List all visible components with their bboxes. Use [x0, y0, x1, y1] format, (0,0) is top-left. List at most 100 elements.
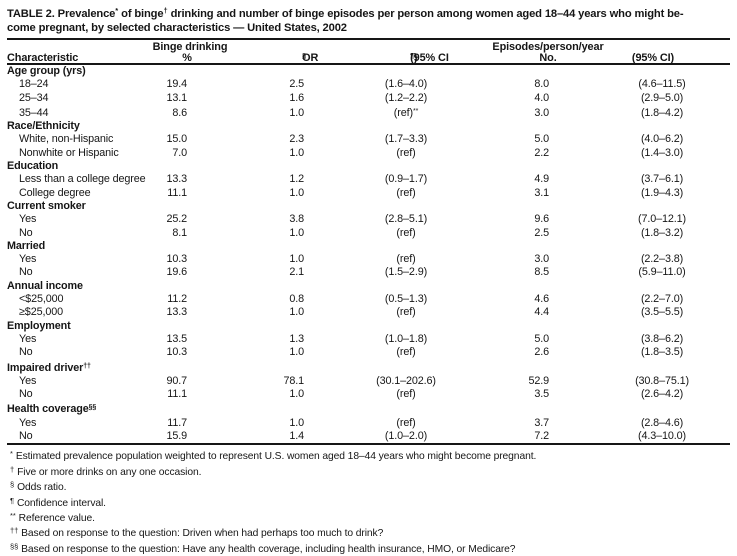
section-row: Race/Ethnicity: [7, 120, 730, 133]
cell-episodes-ci-text: (2.2–7.0): [640, 293, 684, 306]
cell-binge-ci: (30.1–202.6): [308, 375, 504, 388]
row-label-text: Less than a college degree: [19, 173, 146, 186]
table-row: Nonwhite or Hispanic 7.0 1.0 (ref) 2.2 (1.4–3…: [7, 147, 730, 160]
table-row: No 11.1 1.0 (ref) 3.5 (2.6–4.2): [7, 388, 730, 401]
cell-episodes-number: 5.0: [504, 333, 552, 346]
ci-label-close: ): [413, 51, 418, 64]
row-label: Age group (yrs): [7, 65, 730, 78]
row-label-text: <$25,000: [19, 293, 64, 306]
cell-episodes-number-text: 4.6: [534, 293, 549, 306]
cell-binge-ci: (ref): [308, 306, 504, 319]
title-text: drinking and number of binge episodes pe…: [167, 8, 684, 20]
cell-binge-percent: 25.2: [147, 213, 192, 226]
cell-binge-percent: 10.3: [147, 253, 192, 266]
footnote: § Odds ratio.: [7, 479, 730, 494]
cell-episodes-ci: (4.0–6.2): [552, 133, 730, 146]
cell-odds-ratio-text: 0.8: [289, 293, 304, 306]
cell-binge-percent: 11.1: [147, 187, 192, 200]
cell-odds-ratio: 1.0: [192, 253, 308, 266]
table-title-line2: come pregnant, by selected characteristi…: [7, 21, 347, 34]
row-label: Married: [7, 240, 730, 253]
row-label: Employment: [7, 320, 730, 333]
table-body: Age group (yrs) 18–24 19.4 2.5 (1.6–4.0) 8.0 (…: [7, 65, 730, 443]
table-title-line1: TABLE 2. Prevalence* of binge† drinking …: [7, 4, 730, 22]
cell-episodes-ci-text: (2.9–5.0): [640, 91, 684, 104]
cell-binge-ci-text: (ref): [396, 388, 416, 401]
cell-episodes-number-text: 8.0: [534, 78, 549, 91]
cell-episodes-number: 8.5: [504, 266, 552, 279]
row-label: ≥$25,000: [7, 306, 147, 319]
cell-episodes-ci-text: (4.6–11.5): [638, 78, 686, 91]
cell-binge-ci-text: (ref): [396, 306, 416, 319]
footnote-text: Estimated prevalence population weighted…: [15, 451, 537, 463]
table-row: White, non-Hispanic 15.0 2.3 (1.7–3.3) 5.0 (4…: [7, 133, 730, 146]
row-label-text: Yes: [19, 416, 37, 429]
cell-binge-percent: 7.0: [147, 147, 192, 160]
cell-binge-ci-text: (ref): [396, 346, 416, 359]
cell-episodes-number: 9.6: [504, 213, 552, 226]
footnote-marker: §: [10, 480, 15, 490]
cell-episodes-number: 2.5: [504, 227, 552, 240]
cell-odds-ratio: 2.3: [192, 133, 308, 146]
cell-odds-ratio: 1.6: [192, 92, 308, 105]
cell-binge-ci: (ref): [308, 253, 504, 266]
row-label: Yes: [7, 375, 147, 388]
cell-episodes-ci: (2.9–5.0): [552, 92, 730, 105]
footnote-marker: **: [10, 510, 16, 520]
section-row: Impaired driver††: [7, 360, 730, 375]
cell-episodes-number: 5.0: [504, 133, 552, 146]
footnote-marker: ††: [83, 362, 91, 370]
row-label: Yes: [7, 417, 147, 430]
cell-binge-ci-text: (ref): [396, 253, 416, 266]
cell-binge-ci-text: (0.5–1.3): [384, 293, 428, 306]
cell-odds-ratio: 1.0: [192, 147, 308, 160]
column-header-episodes-ci: (95% CI): [631, 51, 675, 64]
row-label-text: 25–34: [19, 91, 49, 104]
table-row: <$25,000 11.2 0.8 (0.5–1.3) 4.6 (2.2–7.0): [7, 293, 730, 306]
cell-binge-percent-text: 7.0: [172, 146, 187, 159]
cell-binge-ci: (1.5–2.9): [308, 266, 504, 279]
table-title: TABLE 2. Prevalence* of binge† drinking …: [7, 4, 730, 35]
cell-binge-percent-text: 19.4: [166, 78, 187, 91]
cell-episodes-number: 4.9: [504, 173, 552, 186]
cell-episodes-number-text: 7.2: [534, 430, 549, 443]
cell-episodes-number: 7.2: [504, 430, 552, 443]
cell-odds-ratio-text: 1.0: [289, 186, 304, 199]
cell-episodes-number-text: 3.1: [534, 186, 549, 199]
row-label-text: Employment: [7, 319, 71, 332]
cell-odds-ratio: 1.2: [192, 173, 308, 186]
cell-episodes-ci: (1.9–4.3): [552, 187, 730, 200]
table-row: ≥$25,000 13.3 1.0 (ref) 4.4 (3.5–5.5): [7, 306, 730, 319]
cell-binge-percent-text: 13.1: [166, 91, 187, 104]
cell-binge-ci-text: (ref): [396, 416, 416, 429]
column-group-episodes: Episodes/person/year: [492, 41, 604, 53]
cell-episodes-ci: (30.8–75.1): [552, 375, 730, 388]
cell-odds-ratio: 1.0: [192, 346, 308, 359]
cell-binge-percent: 13.3: [147, 306, 192, 319]
cell-binge-percent-text: 15.0: [166, 133, 187, 146]
cell-binge-ci: (ref): [308, 187, 504, 200]
cell-binge-percent: 8.6: [147, 105, 192, 120]
cell-episodes-ci: (4.3–10.0): [552, 430, 730, 443]
cell-odds-ratio-text: 1.0: [289, 226, 304, 239]
cell-binge-ci-text: (0.9–1.7): [384, 173, 428, 186]
footnote-text: Confidence interval.: [16, 497, 106, 509]
cell-binge-percent: 11.7: [147, 417, 192, 430]
cell-episodes-ci-text: (1.4–3.0): [640, 146, 684, 159]
column-header-number: No.: [539, 51, 557, 64]
footnote-marker: †: [10, 464, 15, 474]
cell-episodes-ci: (7.0–12.1): [552, 213, 730, 226]
cell-episodes-ci-text: (1.9–4.3): [640, 186, 684, 199]
column-header-characteristic: Characteristic: [7, 51, 79, 64]
cell-binge-ci-text: (ref): [396, 226, 416, 239]
row-label: College degree: [7, 187, 147, 200]
cell-odds-ratio: 3.8: [192, 213, 308, 226]
mmwr-table-page: TABLE 2. Prevalence* of binge† drinking …: [7, 4, 730, 555]
row-label-text: Nonwhite or Hispanic: [19, 146, 119, 159]
cell-episodes-ci-text: (3.5–5.5): [640, 306, 684, 319]
cell-episodes-ci-text: (4.3–10.0): [638, 430, 687, 443]
row-label-text: No: [19, 266, 33, 279]
cell-episodes-number-text: 5.0: [534, 332, 549, 345]
pilcrow-footnote-marker: ¶: [410, 52, 414, 60]
row-label: No: [7, 430, 147, 443]
